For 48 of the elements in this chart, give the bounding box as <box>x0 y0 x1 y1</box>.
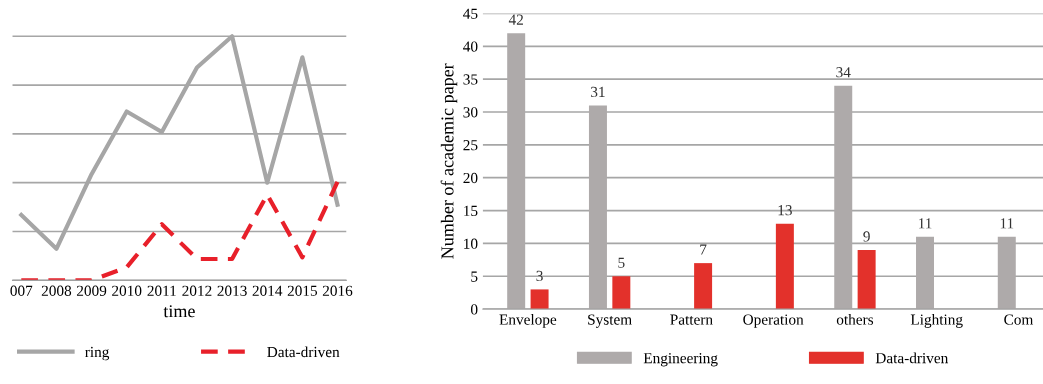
y-tick-label: 20 <box>463 172 478 184</box>
x-tick-label: 2008 <box>41 285 72 296</box>
bar <box>857 249 876 310</box>
x-tick-label: Pattern <box>670 314 713 325</box>
bar <box>694 263 713 310</box>
y-tick-label: 0 <box>470 304 478 315</box>
bar <box>612 276 631 310</box>
data-label: 31 <box>591 86 605 98</box>
bar <box>530 289 549 310</box>
y-tick-label: 15 <box>464 205 478 217</box>
y-tick-label: 35 <box>463 74 478 85</box>
data-label: 13 <box>778 205 792 216</box>
x-tick-label: System <box>588 314 632 328</box>
y-tick-label: 5 <box>471 271 478 282</box>
legend-label: Data-driven <box>875 352 949 364</box>
x-tick-label: 2015 <box>287 285 318 296</box>
bar <box>775 223 794 310</box>
y-tick-label: 30 <box>463 107 478 118</box>
y-tick-label: 40 <box>463 41 478 52</box>
x-tick-label: Com <box>1004 314 1034 325</box>
legend-label: Engineering <box>643 353 718 367</box>
x-tick-label: Envelope <box>499 313 557 328</box>
x-tick-label: 007 <box>10 285 33 296</box>
x-tick-label: 2016 <box>322 285 353 296</box>
data-label: 34 <box>836 67 851 78</box>
x-tick-label: Operation <box>743 314 804 328</box>
x-tick-label: others <box>836 313 874 325</box>
legend-label: ring <box>85 346 110 361</box>
x-axis-title: time <box>163 305 195 318</box>
x-tick-label: 2010 <box>112 285 142 296</box>
data-label: 11 <box>1000 218 1014 229</box>
data-label: 3 <box>536 270 543 282</box>
data-label: 7 <box>700 244 707 255</box>
data-label: 42 <box>508 14 523 25</box>
x-tick-label: 2014 <box>252 285 283 296</box>
y-tick-label: 10 <box>464 238 478 249</box>
x-tick-label: 2011 <box>147 285 176 296</box>
y-tick-label: 45 <box>463 8 478 19</box>
x-tick-label: 2013 <box>217 285 247 296</box>
data-label: 5 <box>618 257 625 268</box>
x-tick-label: 2012 <box>182 285 212 296</box>
legend-label: Data-driven <box>267 346 340 358</box>
x-tick-label: Lighting <box>910 313 963 328</box>
y-axis-title: Number of academic paper <box>440 63 458 259</box>
y-tick-label: 25 <box>463 140 478 151</box>
x-tick-label: 2009 <box>76 285 107 296</box>
data-label: 9 <box>863 231 870 242</box>
data-label: 11 <box>919 218 932 229</box>
